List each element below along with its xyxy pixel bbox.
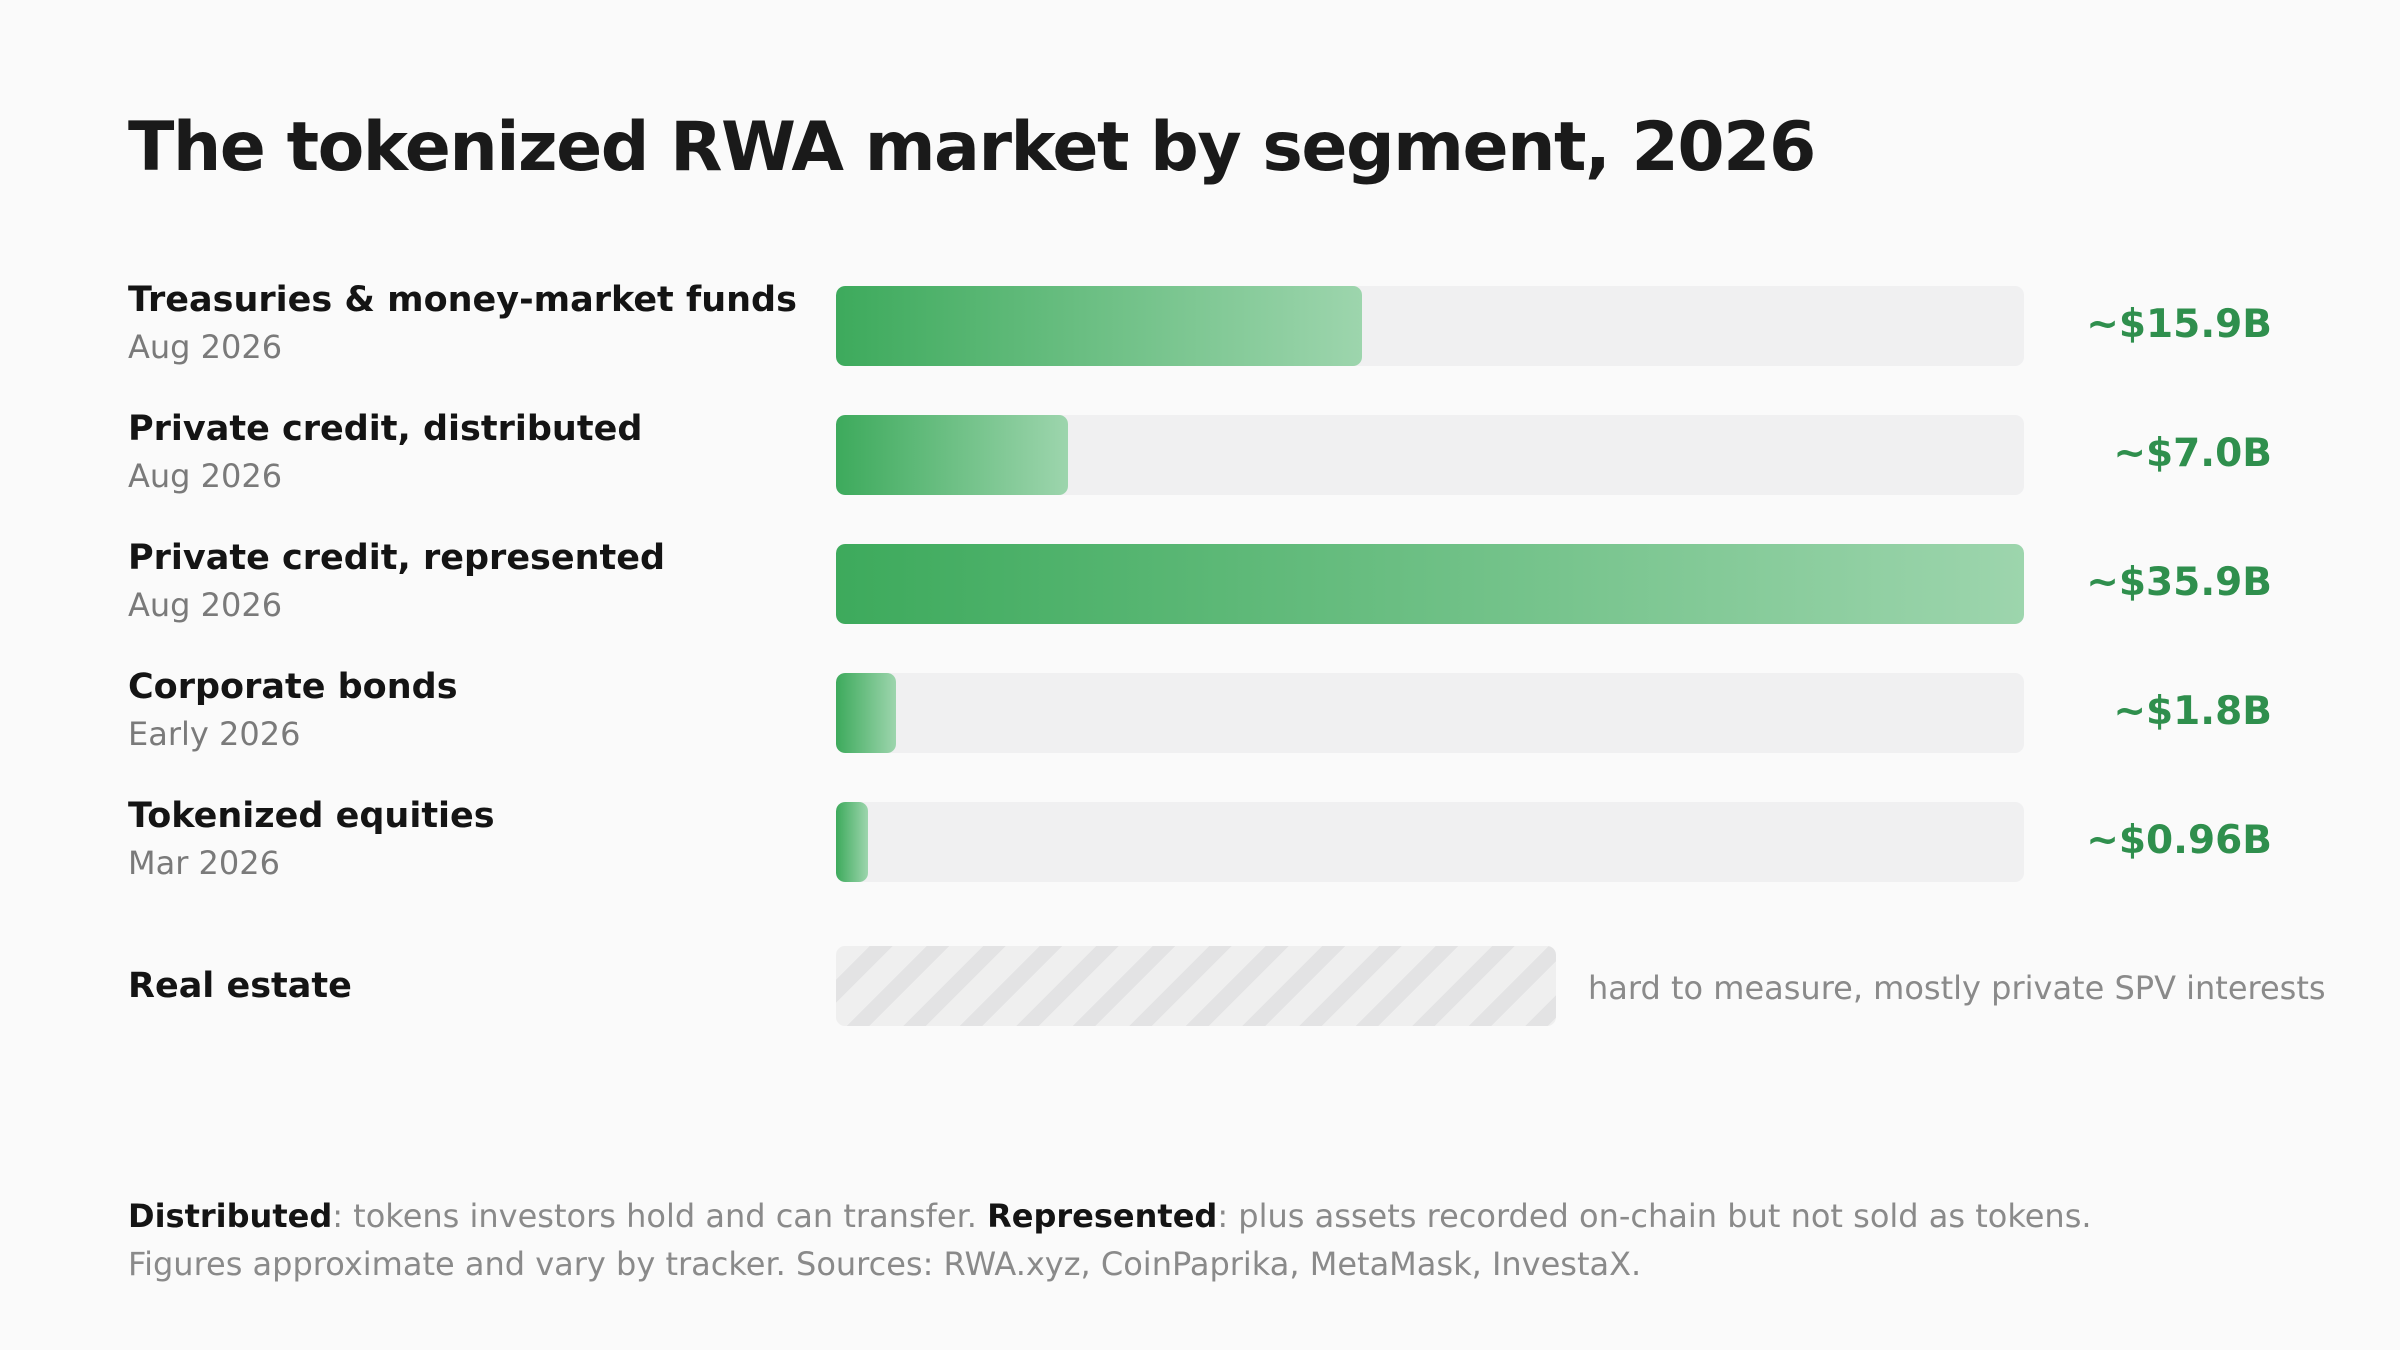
- date-label: Mar 2026: [128, 844, 280, 882]
- category-label: Tokenized equities: [128, 796, 495, 836]
- date-label: Early 2026: [128, 715, 301, 753]
- date-label: Aug 2026: [128, 586, 283, 624]
- footnote-sources: Figures approximate and vary by tracker.…: [128, 1245, 1642, 1283]
- bar-track: [836, 286, 2024, 366]
- value-label: ~$35.9B: [2086, 560, 2272, 605]
- term-distributed: Distributed: [128, 1197, 333, 1235]
- value-label: ~$15.9B: [2086, 302, 2272, 347]
- chart-title: The tokenized RWA market by segment, 202…: [128, 108, 1816, 187]
- bar: [836, 286, 1363, 366]
- bar: [836, 415, 1068, 495]
- definition-distributed: : tokens investors hold and can transfer…: [332, 1197, 988, 1235]
- bar-track: [836, 544, 2024, 624]
- category-label: Private credit, represented: [128, 538, 666, 578]
- bar: [836, 544, 2024, 624]
- category-label: Corporate bonds: [128, 667, 458, 707]
- bar-note: hard to measure, mostly private SPV inte…: [1588, 969, 2326, 1007]
- bar-track: [836, 802, 2024, 882]
- date-label: Aug 2026: [128, 457, 283, 495]
- value-label: ~$7.0B: [2113, 431, 2272, 476]
- bar: [836, 802, 868, 882]
- category-label: Private credit, distributed: [128, 409, 643, 449]
- term-represented: Represented: [987, 1197, 1218, 1235]
- value-label: ~$0.96B: [2086, 818, 2272, 863]
- category-label: Treasuries & money-market funds: [128, 280, 797, 320]
- value-label: ~$1.8B: [2113, 689, 2272, 734]
- footnote: Distributed: tokens investors hold and c…: [128, 1192, 2092, 1288]
- definition-represented: : plus assets recorded on-chain but not …: [1217, 1197, 2092, 1235]
- footnote-definitions: Distributed: tokens investors hold and c…: [128, 1192, 2092, 1240]
- bar-track: [836, 673, 2024, 753]
- hatched-placeholder-bar: [836, 946, 1556, 1026]
- category-label: Real estate: [128, 966, 352, 1006]
- bar-track: [836, 415, 2024, 495]
- bar: [836, 673, 896, 753]
- date-label: Aug 2026: [128, 328, 283, 366]
